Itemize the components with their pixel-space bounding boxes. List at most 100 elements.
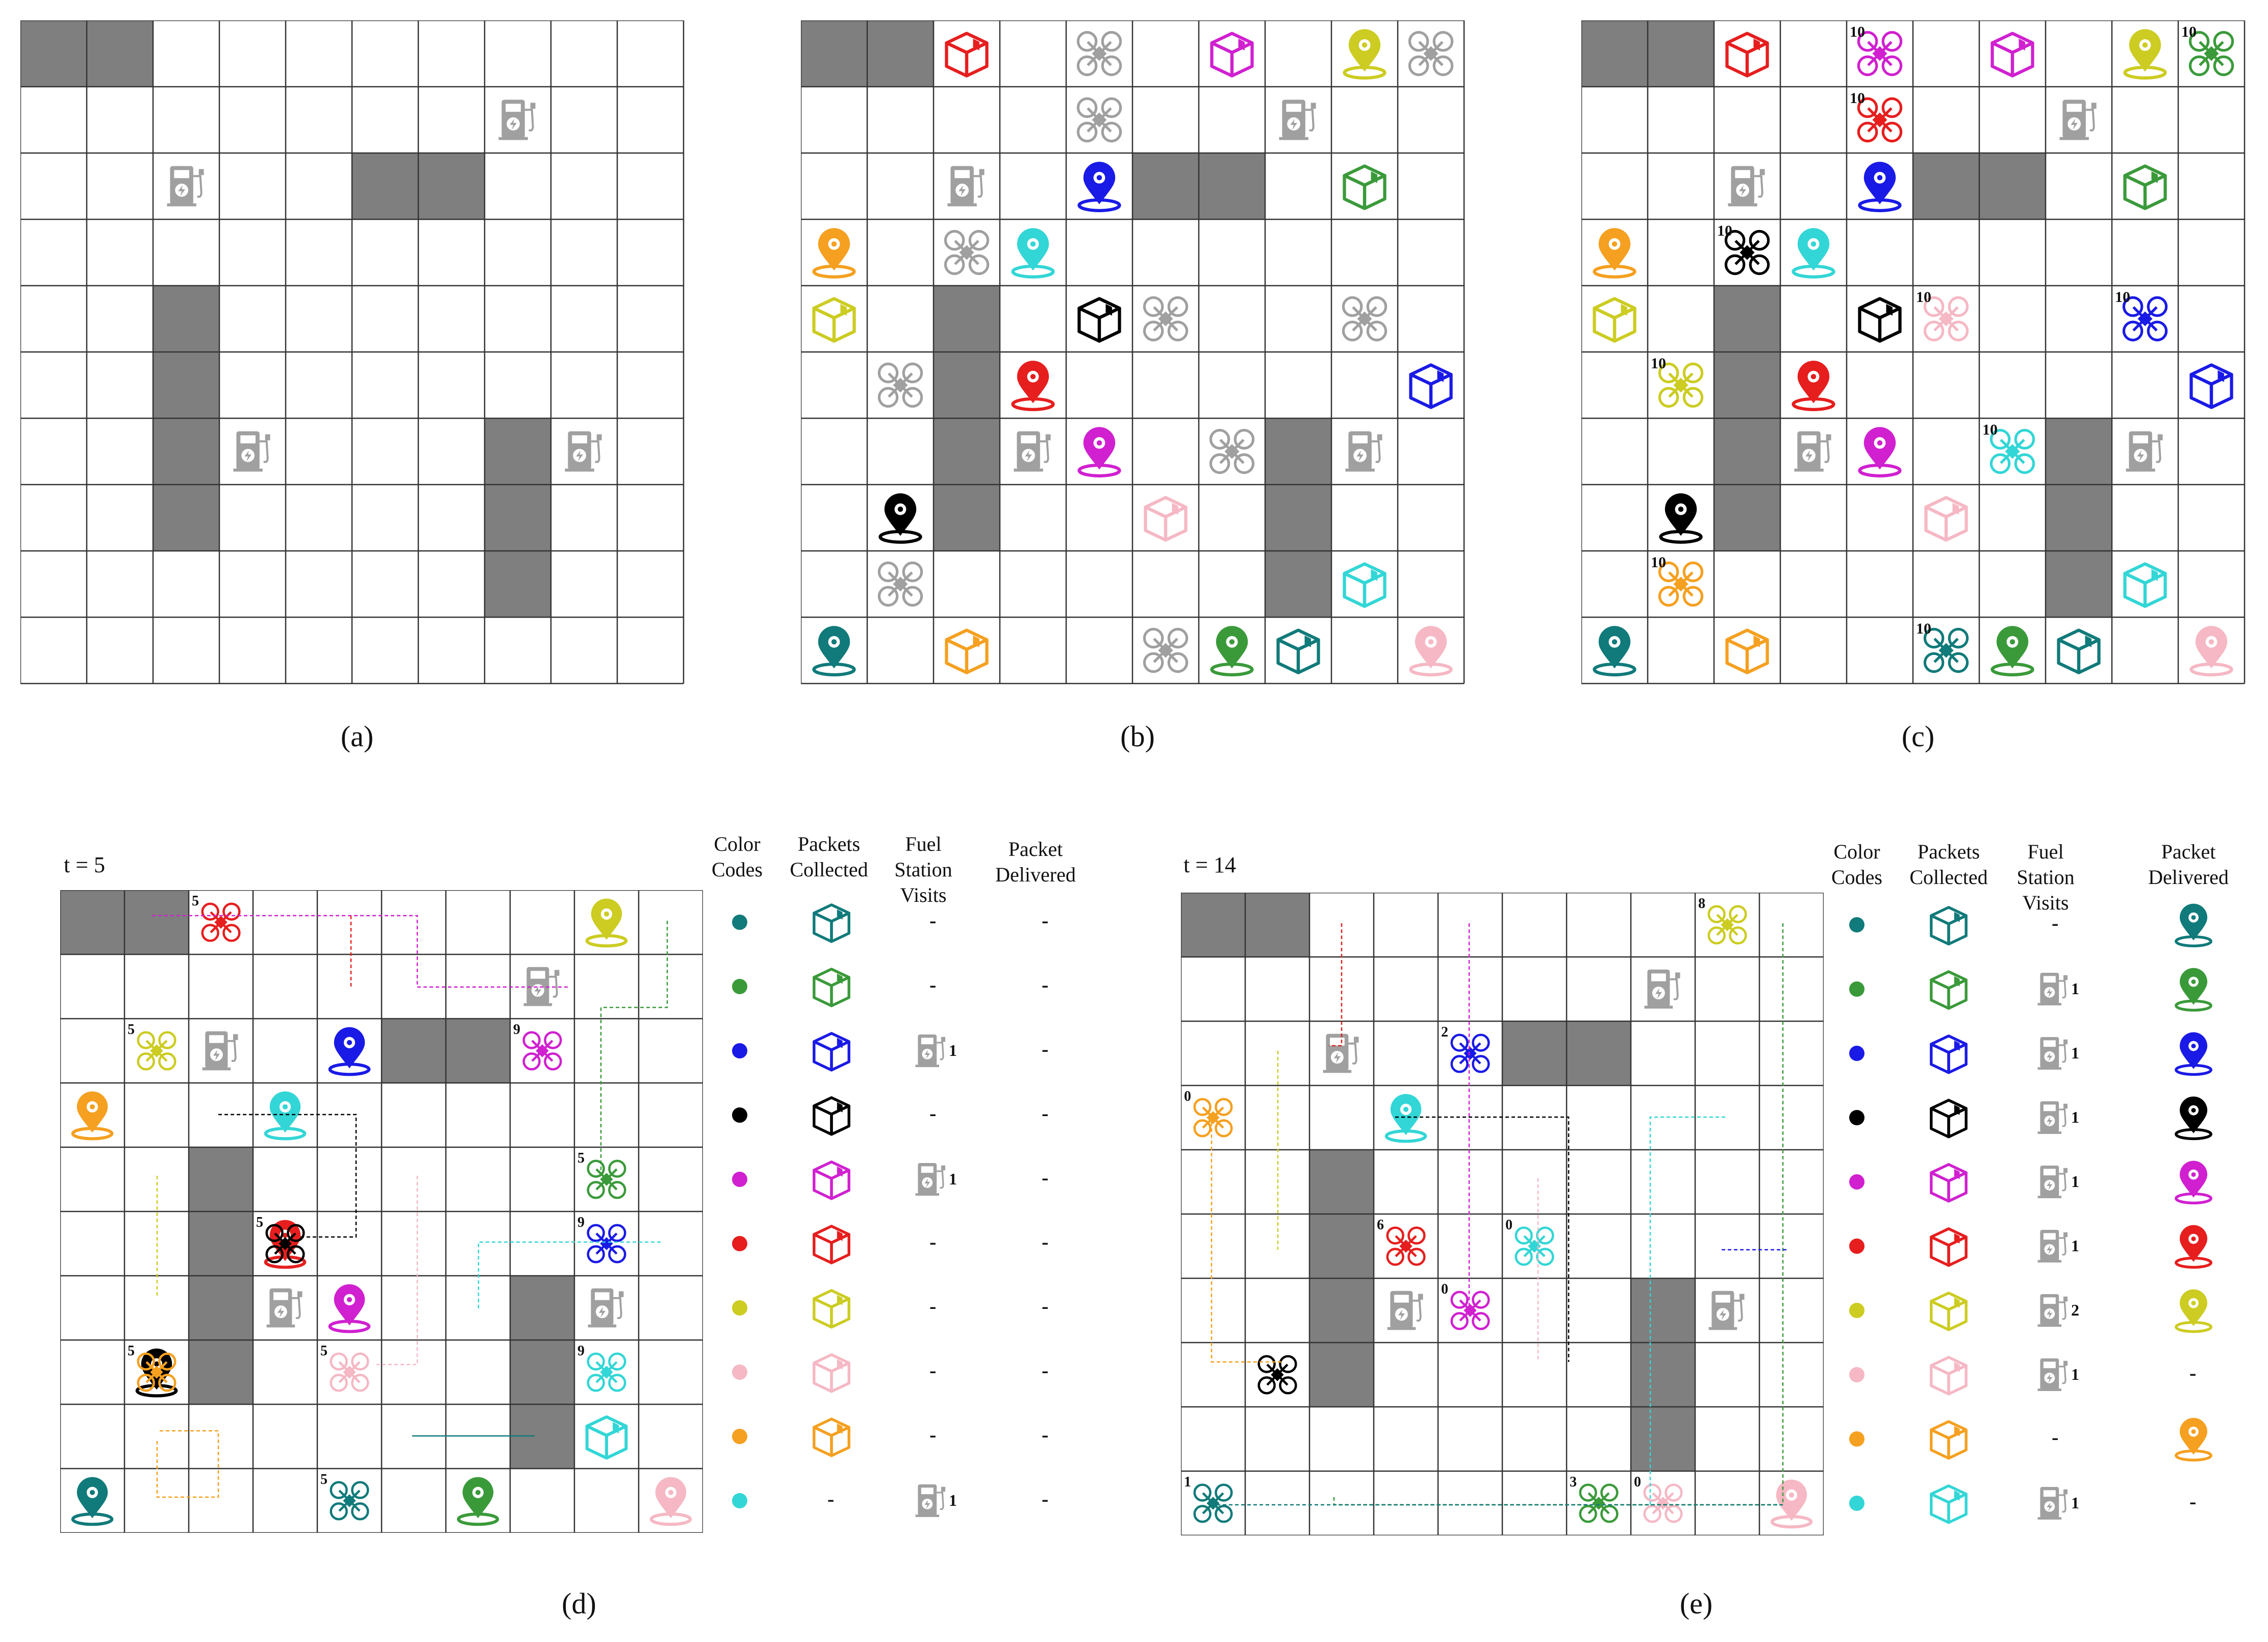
obstacle-cell [153, 418, 219, 485]
caption-c: (c) [1901, 720, 1935, 753]
legend-header-color-codes-e: Color Codes [1831, 840, 1882, 889]
path-green [600, 921, 668, 1176]
legend-header-packet-delivered-e: Packet Delivered [2148, 840, 2229, 889]
obstacle-cell [1913, 153, 1979, 219]
drone-icon [330, 1352, 369, 1392]
obstacle-cell [485, 551, 551, 617]
packet-icon [945, 628, 989, 674]
fuel-level-label: 9 [513, 1022, 520, 1038]
fuel-station-icon [588, 1288, 624, 1328]
obstacle-cell [446, 1019, 510, 1083]
legend-delivered-none: - [1042, 1487, 1048, 1510]
destination-pin-icon [1011, 361, 1055, 411]
legend-color-dot [1849, 1431, 1864, 1447]
obstacle-cell [1502, 1021, 1567, 1085]
fuel-station-icon [2037, 1166, 2068, 1198]
legend-color-dot [732, 1429, 747, 1444]
packet-icon [813, 1160, 850, 1200]
fuel-level-label: 5 [577, 1150, 585, 1166]
fuel-station-icon [1014, 431, 1051, 472]
fuel-station-icon [2037, 1101, 2068, 1134]
destination-pin-icon [2175, 1289, 2212, 1333]
legend-color-dot [1849, 1046, 1864, 1061]
legend-delivered-none: - [1042, 909, 1048, 932]
obstacle-cell [124, 890, 189, 954]
caption-b: (b) [1120, 720, 1155, 753]
legend-fuel-none: - [929, 1295, 936, 1318]
packet-icon [1930, 1034, 1968, 1074]
drone-icon [587, 1159, 626, 1199]
path-red-e [1329, 923, 1343, 1047]
fuel-level-label: 10 [1916, 620, 1931, 637]
fuel-station-icon [1644, 969, 1680, 1009]
drone-icon [2122, 296, 2168, 342]
obstacle-cell [1714, 352, 1780, 418]
obstacle-cell [87, 20, 153, 87]
legend-fuel-count: 1 [2071, 1172, 2079, 1191]
obstacle-cell [1265, 485, 1331, 551]
packet-icon [1725, 628, 1769, 674]
legend-color-dot [732, 1236, 747, 1251]
packet-icon [2123, 164, 2167, 210]
destination-pin-icon [71, 1477, 114, 1526]
packet-icon [813, 1353, 850, 1393]
legend-delivered-none: - [2189, 1361, 2196, 1384]
legend-color-dot [1849, 1239, 1864, 1254]
destination-pin-icon [1593, 626, 1636, 676]
destination-pin-icon [2123, 29, 2167, 80]
legend-color-dot [732, 1172, 747, 1187]
packet-icon [1343, 164, 1387, 210]
destination-pin-icon [1593, 228, 1636, 279]
caption-a: (a) [340, 720, 374, 753]
drone-icon [1408, 31, 1454, 77]
fuel-station-icon [2126, 431, 2163, 472]
drone-icon [1209, 428, 1255, 474]
destination-pin-icon [2175, 1096, 2212, 1141]
packet-icon [1343, 562, 1387, 608]
obstacle-cell [1309, 1343, 1374, 1407]
drone-icon [330, 1481, 369, 1521]
destination-pin-icon [812, 626, 856, 676]
obstacle-cell [1309, 1150, 1374, 1214]
drone-icon [1143, 296, 1189, 342]
drone-icon [1450, 1033, 1490, 1073]
path-black-e [1395, 1116, 1570, 1362]
obstacle-cell [189, 1147, 253, 1211]
packet-icon [1593, 297, 1636, 343]
packet-icon [1210, 32, 1254, 78]
fuel-level-label: 5 [192, 893, 199, 909]
fuel-level-label: 10 [1717, 222, 1732, 239]
legend-fuel-none: - [2052, 1426, 2058, 1449]
obstacle-cell [20, 20, 87, 87]
grid-panel-d: 5 5 9 5 5 9 5 5 9 5 [60, 890, 703, 1533]
packet-icon [1858, 297, 1902, 343]
path-cyan-e [1649, 1116, 1727, 1505]
fuel-station-icon [202, 1031, 238, 1071]
packet-icon [1930, 1420, 1968, 1460]
legend-fuel-none: - [929, 1230, 936, 1253]
fuel-station-icon [2037, 1294, 2068, 1327]
fuel-level-label: 6 [1377, 1217, 1384, 1233]
packet-icon [813, 1032, 850, 1072]
drone-icon [1707, 905, 1747, 945]
obstacle-cell [485, 485, 551, 551]
legend-color-dot [1849, 981, 1864, 997]
legend-fuel-count: 1 [949, 1170, 957, 1188]
packet-icon [1930, 906, 1968, 946]
drone-icon [1658, 561, 1704, 607]
caption-d: (d) [562, 1587, 596, 1620]
destination-pin-icon [1858, 162, 1902, 212]
fuel-station-icon [915, 1163, 945, 1196]
drone-icon [1342, 296, 1388, 342]
legend-fuel-count: 1 [2071, 1044, 2079, 1062]
legend-delivered-none: - [1042, 973, 1048, 996]
fuel-level-label: 10 [1850, 23, 1865, 40]
obstacle-cell [1714, 286, 1780, 352]
obstacle-cell [153, 485, 219, 551]
packet-icon [1930, 1163, 1968, 1203]
obstacle-cell [1245, 893, 1309, 957]
packet-icon [813, 1096, 850, 1136]
drone-icon [1643, 1483, 1683, 1523]
legend-color-dot [732, 915, 747, 930]
destination-pin-icon [2175, 1418, 2212, 1462]
